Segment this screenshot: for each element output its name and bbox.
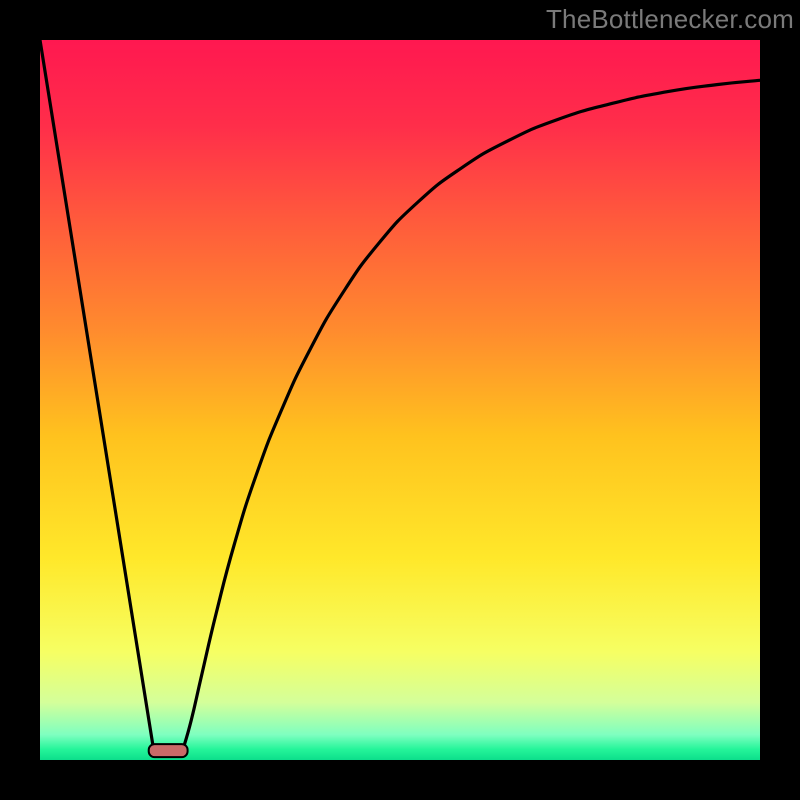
minimum-marker: [149, 744, 188, 757]
plot-area: [40, 40, 760, 760]
chart-frame: TheBottlenecker.com: [0, 0, 800, 800]
watermark-text: TheBottlenecker.com: [546, 4, 794, 35]
plot-svg: [40, 40, 760, 760]
gradient-background: [40, 40, 760, 760]
